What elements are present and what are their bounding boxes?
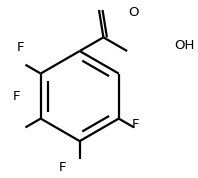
Text: F: F [13, 90, 21, 103]
Text: O: O [128, 6, 139, 19]
Text: F: F [132, 118, 139, 131]
Text: F: F [58, 161, 66, 174]
Text: OH: OH [174, 39, 195, 52]
Text: F: F [17, 41, 24, 54]
